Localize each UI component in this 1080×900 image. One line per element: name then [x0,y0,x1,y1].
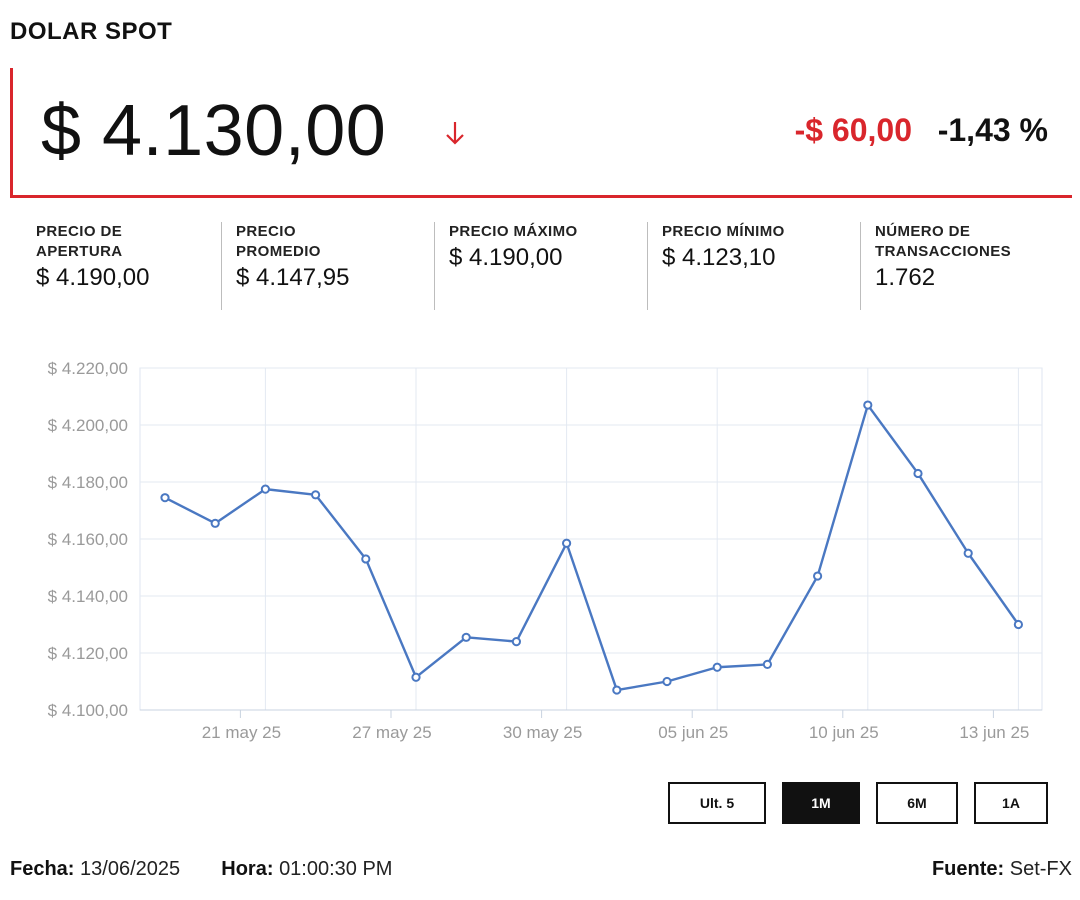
data-point [963,548,973,558]
x-tick-label: 21 may 25 [202,723,281,742]
x-tick-label: 05 jun 25 [658,723,728,742]
data-point [260,484,270,494]
data-point [612,685,622,695]
arrow-down-icon [446,122,464,145]
y-tick-label: $ 4.220,00 [48,359,128,378]
y-tick-label: $ 4.160,00 [48,530,128,549]
stats-row: PRECIO DE APERTURA $ 4.190,00 PRECIO PRO… [22,222,1072,310]
stat-opening-price: PRECIO DE APERTURA $ 4.190,00 [22,222,235,310]
page-title: DOLAR SPOT [10,18,173,45]
time-value: 01:00:30 PM [279,858,393,880]
data-point [361,554,371,564]
range-button-1a[interactable]: 1A [974,782,1048,824]
stat-value: $ 4.147,95 [236,264,350,291]
price-line-chart: $ 4.220,00 $ 4.200,00 $ 4.180,00 $ 4.160,00… [48,359,1043,742]
data-point [863,400,873,410]
range-selector: Ult. 5 1M 6M 1A [0,782,1080,826]
data-point [762,659,773,669]
data-point [662,676,672,687]
stat-transactions: NÚMERO DE TRANSACCIONES 1.762 [860,222,1073,310]
data-point [210,518,220,528]
stat-label: PRECIO DE APERTURA [36,223,123,260]
y-tick-label: $ 4.200,00 [48,416,128,435]
price-change-absolute: -$ 60,00 [794,112,912,148]
data-point [411,672,421,682]
date-label: Fecha: [10,858,75,880]
stat-max-price: PRECIO MÁXIMO $ 4.190,00 [434,222,647,310]
footer-source: Fuente: Set-FX [932,858,1072,881]
data-point [311,490,321,500]
stat-label: PRECIO MÍNIMO [662,223,785,240]
price-panel: $ 4.130,00 -$ 60,00 -1,43 % [10,68,1072,198]
time-label: Hora: [221,858,274,880]
range-button-1m[interactable]: 1M [782,782,860,824]
x-tick-label: 27 may 25 [352,723,431,742]
series-line [164,403,1020,692]
stat-average-price: PRECIO PROMEDIO $ 4.147,95 [221,222,434,310]
source-label: Fuente: [931,858,1005,880]
current-price: $ 4.130,00 [41,91,387,171]
stat-value: $ 4.190,00 [449,244,563,271]
data-point [712,662,722,672]
data-point [461,632,471,642]
stat-min-price: PRECIO MÍNIMO $ 4.123,10 [647,222,860,310]
range-button-6m[interactable]: 6M [876,782,958,824]
data-point [562,538,572,548]
data-point [511,637,522,647]
x-tick-label: 30 may 25 [503,723,582,742]
data-point [160,493,170,503]
y-tick-label: $ 4.180,00 [48,473,128,492]
data-point [1013,619,1024,630]
stat-label: NÚMERO DE TRANSACCIONES [875,223,1012,260]
x-tick-label: 10 jun 25 [809,723,879,742]
price-change-percent: -1,43 % [937,112,1048,148]
stat-value: 1.762 [875,264,936,291]
stat-value: $ 4.190,00 [36,264,150,291]
x-tick-label: 13 jun 25 [959,723,1029,742]
stat-label: PRECIO PROMEDIO [236,223,321,260]
range-button-ult5[interactable]: Ult. 5 [668,782,766,824]
data-point [813,571,823,581]
source-value: Set-FX [1009,858,1072,880]
stat-label: PRECIO MÁXIMO [449,223,578,240]
y-tick-label: $ 4.140,00 [48,587,128,606]
footer-datetime: Fecha: 13/06/2025 Hora: 01:00:30 PM [10,858,392,881]
data-point [913,468,923,479]
stat-value: $ 4.123,10 [662,244,776,271]
y-tick-label: $ 4.120,00 [48,644,128,663]
date-value: 13/06/2025 [80,858,181,880]
y-tick-label: $ 4.100,00 [48,701,128,720]
